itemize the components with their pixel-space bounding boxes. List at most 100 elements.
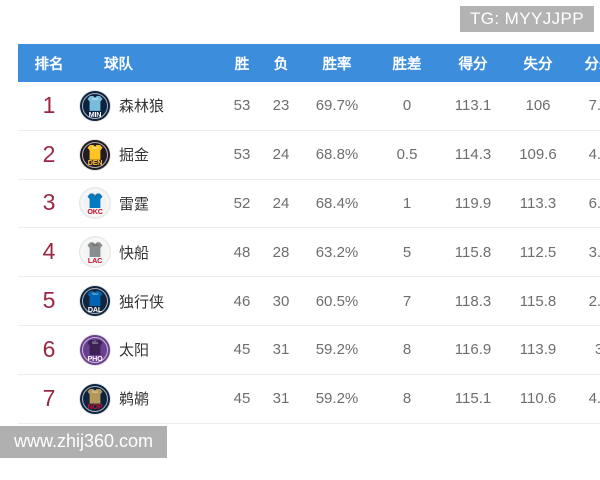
- cell-losses: 30: [272, 292, 290, 310]
- team-abbr: DAL: [87, 304, 103, 314]
- cell-win-pct: 59.2%: [315, 341, 359, 359]
- cell-points-for: 115.1: [454, 390, 492, 408]
- rank-value: 5: [42, 287, 56, 314]
- cell-games-behind: 1: [402, 194, 412, 212]
- watermark-bottom-left: www.zhij360.com: [0, 426, 168, 458]
- team-logo-icon: NBA OKC: [80, 188, 110, 219]
- cell-wins: 45: [233, 390, 251, 408]
- cell-games-behind: 0: [402, 97, 412, 115]
- team-name: 鹈鹕: [119, 391, 150, 409]
- team-logo-icon: NBA DAL: [80, 286, 110, 317]
- cell-win-pct: 59.2%: [315, 390, 359, 408]
- team-abbr: PHO: [87, 353, 103, 363]
- column-header-losses: 负: [273, 56, 289, 73]
- cell-point-diff: 3: [594, 341, 600, 359]
- cell-point-diff: 6.6: [588, 194, 600, 212]
- cell-losses: 31: [272, 341, 290, 359]
- cell-rank: 5: [18, 289, 80, 313]
- cell-wins: 45: [233, 341, 251, 359]
- cell-rank: 3: [18, 191, 80, 215]
- cell-games-behind: 7: [402, 292, 412, 310]
- column-header-point-diff: 分差: [584, 56, 600, 73]
- cell-win-pct: 60.5%: [315, 292, 359, 310]
- cell-losses: 23: [272, 97, 290, 115]
- cell-points-for: 113.1: [454, 97, 492, 115]
- team-logo-icon: NBA DEN: [80, 139, 110, 170]
- cell-rank: 4: [18, 240, 80, 264]
- team-name: 快船: [119, 244, 150, 262]
- cell-wins: 53: [233, 146, 251, 164]
- cell-rank: 1: [18, 91, 80, 118]
- rank-value: 4: [42, 238, 56, 265]
- column-header-team: 球队: [104, 56, 133, 73]
- cell-team: NBA MIN 森林狼: [80, 90, 222, 121]
- cell-losses: 28: [272, 243, 290, 261]
- cell-team: NBA DEN 掘金: [80, 139, 222, 170]
- rank-value: 1: [42, 91, 56, 118]
- cell-point-diff: 4.5: [588, 390, 600, 408]
- column-header-wins: 胜: [234, 56, 250, 73]
- cell-points-for: 116.9: [454, 341, 492, 359]
- cell-team: NBA NOP 鹈鹕: [80, 383, 222, 414]
- cell-points-against: 115.8: [519, 292, 557, 310]
- team-abbr: NOP: [87, 402, 103, 412]
- cell-points-against: 112.5: [519, 243, 557, 261]
- rank-value: 6: [42, 335, 56, 362]
- team-name: 雷霆: [119, 195, 150, 213]
- team-name: 掘金: [119, 147, 150, 165]
- cell-losses: 24: [272, 146, 290, 164]
- cell-losses: 24: [272, 194, 290, 212]
- cell-games-behind: 8: [402, 341, 412, 359]
- team-name: 森林狼: [119, 98, 165, 116]
- table-row[interactable]: 6 NBA PHO 太阳 45 31 59.2% 8 116.9 113.9 3: [18, 325, 600, 375]
- team-logo-icon: NBA LAC: [80, 237, 110, 268]
- column-header-rank: 排名: [34, 56, 64, 73]
- cell-win-pct: 63.2%: [315, 243, 359, 261]
- cell-losses: 31: [272, 390, 290, 408]
- cell-points-for: 118.3: [454, 292, 492, 310]
- standings-table: 排名 球队 胜 负 胜率 胜差 得分 失分 分差 1NBAMIN森林狼53236…: [0, 44, 600, 424]
- team-logo-icon: NBA PHO: [80, 334, 110, 365]
- cell-team: NBA DAL 独行侠: [80, 286, 222, 317]
- cell-team: NBA PHO 太阳: [80, 334, 222, 365]
- rank-value: 3: [42, 189, 56, 216]
- cell-team: NBA OKC 雷霆: [80, 188, 222, 219]
- table-header-row: 排名 球队 胜 负 胜率 胜差 得分 失分 分差: [18, 44, 600, 82]
- column-header-points-against: 失分: [523, 56, 553, 73]
- cell-games-behind: 5: [402, 243, 412, 261]
- cell-wins: 52: [233, 194, 251, 212]
- cell-point-diff: 3.3: [588, 243, 600, 261]
- cell-team: NBA LAC 快船: [80, 237, 222, 268]
- cell-rank: 6: [18, 335, 80, 362]
- cell-points-against: 106: [525, 97, 551, 115]
- cell-points-for: 114.3: [454, 146, 492, 164]
- team-abbr: LAC: [87, 256, 103, 266]
- column-header-win-pct: 胜率: [322, 56, 352, 73]
- team-logo-icon: NBA NOP: [80, 383, 110, 414]
- watermark-top-right: TG: MYYJJPP: [460, 6, 594, 32]
- column-header-points-for: 得分: [458, 56, 488, 73]
- cell-points-against: 113.3: [519, 194, 557, 212]
- column-header-games-behind: 胜差: [392, 56, 422, 73]
- cell-win-pct: 69.7%: [315, 97, 359, 115]
- cell-games-behind: 0.5: [396, 146, 418, 164]
- cell-wins: 46: [233, 292, 251, 310]
- cell-rank: 7: [18, 386, 80, 411]
- cell-win-pct: 68.8%: [315, 146, 359, 164]
- cell-point-diff: 7.1: [588, 97, 600, 115]
- cell-point-diff: 2.5: [588, 292, 600, 310]
- team-name: 独行侠: [119, 293, 165, 311]
- table-body: 1NBAMIN森林狼532369.7%0113.11067.12NBADEN掘金…: [0, 82, 600, 424]
- team-name: 太阳: [119, 342, 150, 360]
- team-abbr: DEN: [87, 158, 103, 168]
- cell-wins: 53: [233, 97, 251, 115]
- cell-point-diff: 4.7: [588, 146, 600, 164]
- cell-points-against: 113.9: [519, 341, 557, 359]
- rank-value: 2: [42, 140, 56, 167]
